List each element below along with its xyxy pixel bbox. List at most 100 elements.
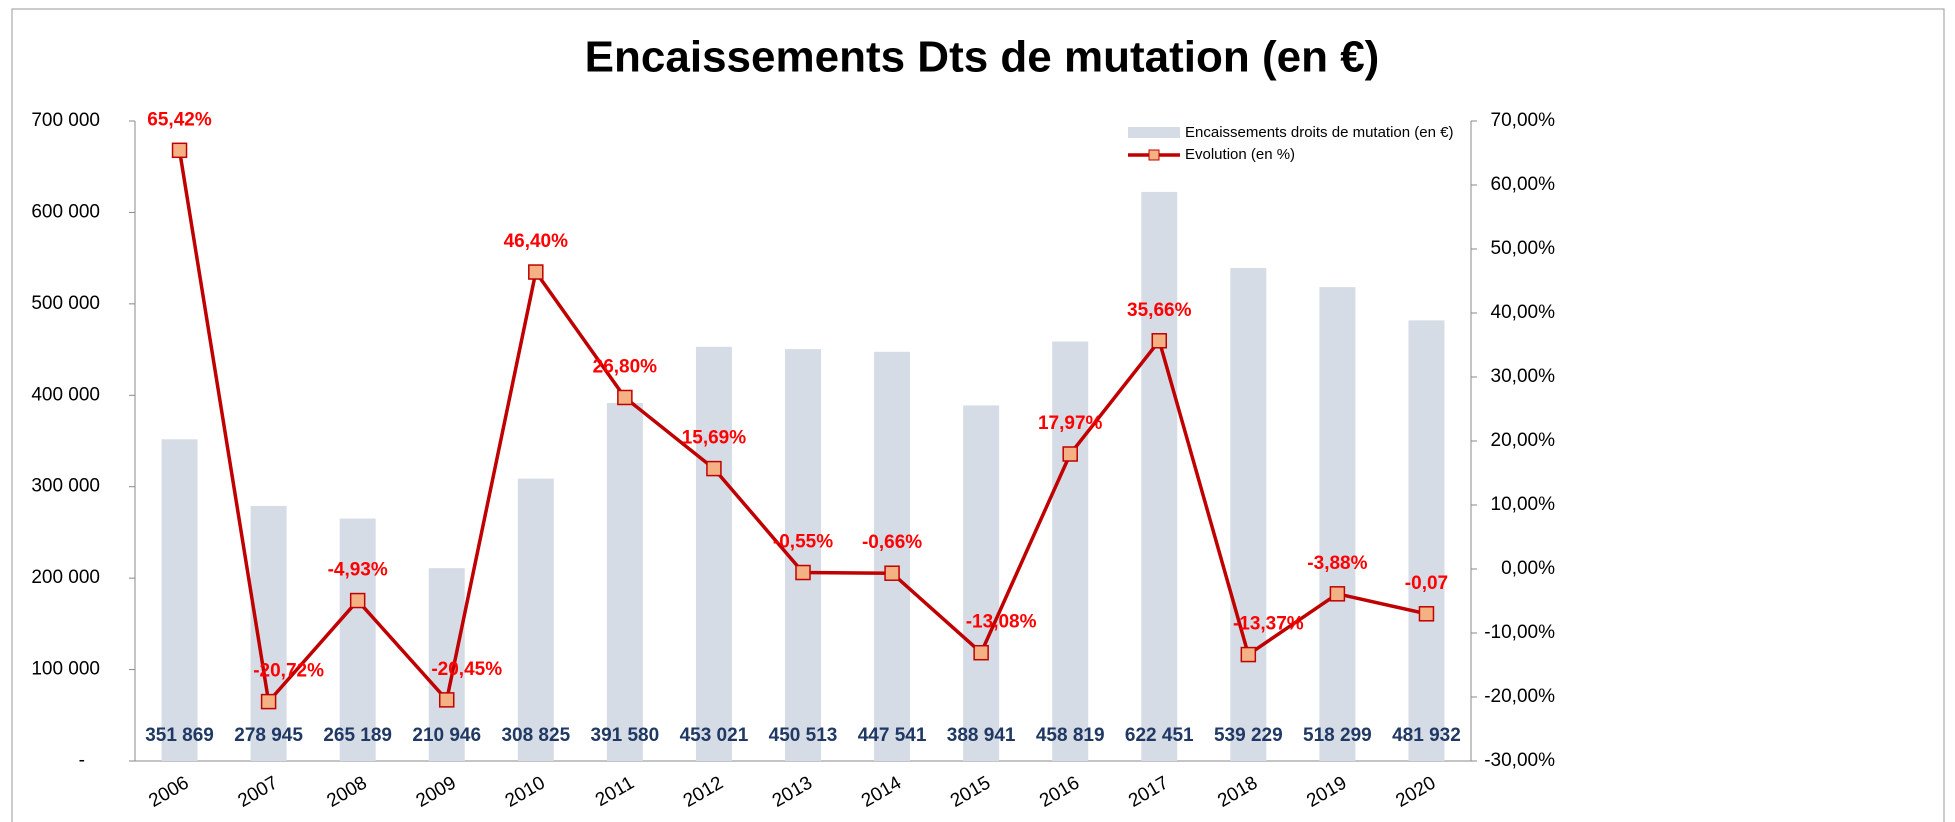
x-tick-label: 2011	[592, 772, 638, 811]
y2-tick-label: 40,00%	[1491, 302, 1556, 323]
legend-label: Encaissements droits de mutation (en €)	[1185, 124, 1453, 141]
bar	[1230, 267, 1267, 761]
bar	[428, 568, 465, 761]
y2-tick-label: 50,00%	[1491, 238, 1556, 259]
y2-tick-label: -10,00%	[1484, 622, 1555, 643]
x-tick-label: 2020	[1392, 772, 1439, 811]
bar-value-label: 539 229	[1214, 725, 1283, 746]
bar	[161, 439, 198, 761]
legend-swatch	[1148, 149, 1160, 161]
marker	[617, 389, 633, 406]
line-value-label: -13,37%	[1233, 614, 1304, 635]
chart-frame	[11, 8, 1945, 822]
y2-tick-label: 30,00%	[1491, 366, 1556, 387]
bar-value-label: 391 580	[591, 725, 660, 746]
marker	[528, 264, 544, 280]
x-tick-label: 2009	[413, 772, 460, 811]
x-tick-label: 2018	[1214, 772, 1261, 811]
bar	[1052, 341, 1089, 761]
x-tick-label: 2017	[1125, 772, 1172, 811]
bar-value-label: 453 021	[680, 725, 749, 746]
x-tick-label: 2014	[858, 772, 905, 812]
x-tick-label: 2016	[1036, 772, 1083, 811]
y-tick-label: 600 000	[31, 201, 100, 222]
bar-value-label: 622 451	[1125, 725, 1194, 746]
y2-tick-label: 10,00%	[1491, 494, 1556, 515]
marker	[795, 564, 811, 581]
y-tick-label: -	[79, 750, 85, 771]
bar-value-label: 450 513	[769, 725, 838, 746]
bar-value-label: 278 945	[234, 725, 303, 746]
bar	[606, 402, 643, 761]
y2-tick-label: -20,00%	[1484, 686, 1555, 707]
line-value-label: -20,72%	[253, 661, 324, 682]
line-value-label: -20,45%	[431, 659, 502, 680]
marker	[1418, 606, 1435, 622]
x-tick-label: 2010	[502, 772, 549, 811]
marker	[884, 565, 900, 581]
y-tick-label: 300 000	[31, 476, 100, 497]
bar-value-label: 458 819	[1036, 725, 1105, 746]
y2-tick-label: 60,00%	[1491, 174, 1556, 195]
marker	[260, 693, 277, 710]
x-tick-label: 2012	[680, 772, 727, 811]
line-value-label: 17,97%	[1038, 413, 1103, 434]
bar-value-label: 481 932	[1392, 725, 1461, 746]
x-tick-label: 2015	[947, 772, 994, 811]
bar	[1408, 320, 1445, 761]
bar-value-label: 388 941	[947, 725, 1016, 746]
line-value-label: -0,55%	[773, 532, 833, 553]
marker	[1151, 333, 1168, 349]
bar-value-label: 308 825	[501, 725, 570, 746]
y-tick-label: 400 000	[31, 384, 100, 405]
chart-title: Encaissements Dts de mutation (en €)	[585, 33, 1380, 82]
y-tick-label: 100 000	[31, 659, 100, 680]
marker	[1329, 586, 1346, 602]
y2-tick-label: 0,00%	[1501, 558, 1555, 579]
y2-tick-label: 70,00%	[1491, 110, 1556, 131]
line-value-label: 46,40%	[504, 231, 569, 252]
bar-value-label: 447 541	[858, 725, 927, 746]
legend-swatch	[1128, 127, 1180, 138]
bar-value-label: 265 189	[323, 725, 392, 746]
y-tick-label: 700 000	[31, 110, 100, 131]
line-value-label: -0,07	[1405, 573, 1448, 594]
line-value-label: 65,42%	[147, 109, 212, 130]
marker	[1062, 446, 1078, 462]
bar	[339, 518, 376, 761]
y2-tick-label: 20,00%	[1491, 430, 1556, 451]
line-value-label: 26,80%	[593, 356, 658, 377]
legend-label: Evolution (en %)	[1185, 146, 1295, 163]
bar	[963, 405, 1000, 761]
x-tick-label: 2013	[769, 772, 816, 811]
y2-tick-label: -30,00%	[1484, 750, 1555, 771]
y-tick-label: 200 000	[31, 567, 100, 588]
line-value-label: -13,08%	[966, 612, 1037, 633]
x-tick-label: 2007	[234, 772, 281, 811]
bar-value-label: 210 946	[412, 725, 481, 746]
bar	[1319, 287, 1356, 761]
marker	[438, 692, 455, 708]
marker	[171, 142, 188, 159]
marker	[349, 592, 366, 609]
bar-value-label: 351 869	[145, 725, 214, 746]
marker	[1240, 646, 1257, 663]
bar	[695, 346, 732, 761]
x-tick-label: 2006	[145, 772, 192, 811]
line-value-label: -0,66%	[862, 532, 922, 553]
line-value-label: -3,88%	[1307, 553, 1367, 574]
bar	[785, 349, 821, 761]
bar	[874, 351, 911, 761]
line-value-label: 35,66%	[1127, 300, 1192, 321]
line-value-label: -4,93%	[328, 560, 388, 581]
x-tick-label: 2019	[1303, 772, 1350, 811]
bar-value-label: 518 299	[1303, 725, 1372, 746]
marker	[706, 460, 722, 477]
line-value-label: 15,69%	[682, 428, 747, 449]
bar	[517, 478, 554, 761]
y-tick-label: 500 000	[31, 293, 100, 314]
bar	[1141, 191, 1178, 761]
marker	[973, 644, 989, 661]
x-tick-label: 2008	[324, 772, 371, 811]
